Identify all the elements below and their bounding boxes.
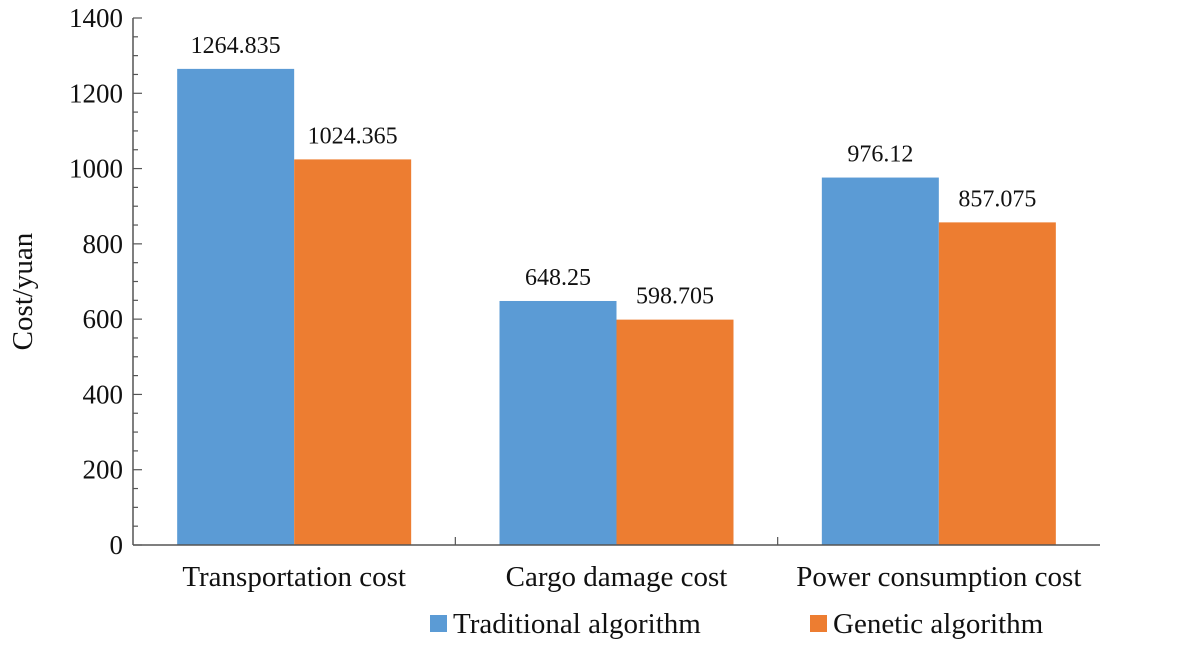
y-ticks: 0 200 400 600 800 1000 1200 1400 xyxy=(69,3,142,560)
bar-value-label: 1264.835 xyxy=(191,33,281,59)
legend-swatch-genetic xyxy=(810,615,827,632)
bar-genetic xyxy=(938,222,1056,545)
x-category-label: Transportation cost xyxy=(182,561,406,593)
legend-label: Genetic algorithm xyxy=(833,608,1044,640)
legend-swatch-traditional xyxy=(430,615,447,632)
y-axis-title: Cost/yuan xyxy=(7,232,39,350)
x-category-labels: Transportation cost Cargo damage cost Powe… xyxy=(182,537,1081,593)
bar-traditional xyxy=(821,177,939,545)
y-tick-label: 200 xyxy=(83,455,124,485)
bar-traditional xyxy=(499,300,617,545)
y-tick-label: 600 xyxy=(83,304,124,334)
legend: Traditional algorithm Genetic algorithm xyxy=(430,608,1044,640)
y-tick-label: 1000 xyxy=(69,154,123,184)
x-category-label: Cargo damage cost xyxy=(506,561,728,593)
bar-genetic xyxy=(294,159,412,545)
x-category-label: Power consumption cost xyxy=(796,561,1081,593)
bar-genetic xyxy=(616,319,734,545)
y-tick-label: 0 xyxy=(110,530,124,560)
bars-layer xyxy=(177,68,1056,545)
bar-value-label: 857.075 xyxy=(958,186,1036,212)
bar-value-label: 976.12 xyxy=(847,142,913,168)
y-tick-label: 800 xyxy=(83,229,124,259)
bar-value-label: 598.705 xyxy=(636,284,714,310)
legend-label: Traditional algorithm xyxy=(453,608,701,640)
bar-traditional xyxy=(177,68,295,545)
data-labels: 1264.835 1024.365 648.25 598.705 976.12 857.0… xyxy=(191,33,1037,310)
y-tick-label: 1400 xyxy=(69,3,123,33)
y-tick-label: 400 xyxy=(83,379,124,409)
y-tick-label: 1200 xyxy=(69,78,123,108)
bar-value-label: 648.25 xyxy=(525,265,591,291)
bar-value-label: 1024.365 xyxy=(308,123,398,149)
